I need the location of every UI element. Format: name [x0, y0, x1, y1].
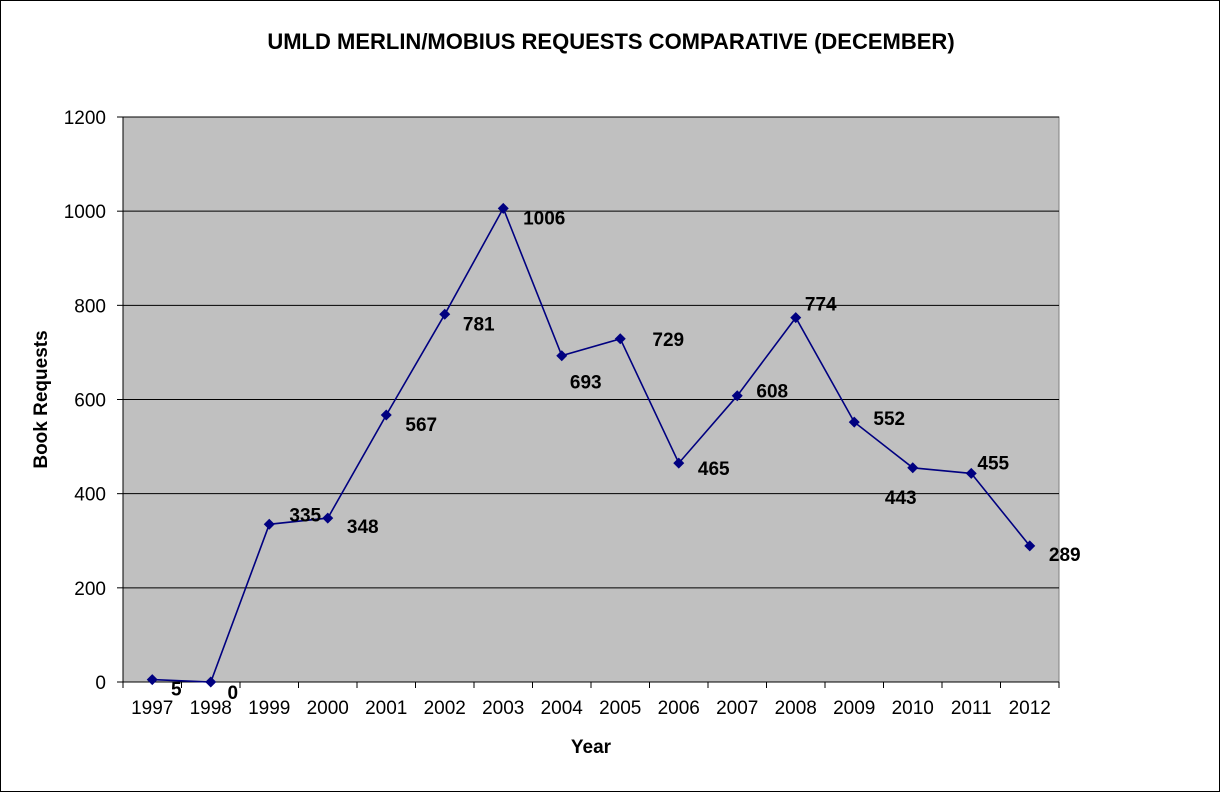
x-tick-label: 2010: [892, 698, 934, 719]
x-tick-label: 2007: [716, 698, 758, 719]
x-tick-labels: 1997 1998 1999 2000 2001 2002 2003 2004 2005 2006…: [131, 698, 1051, 719]
data-label: 608: [756, 382, 788, 403]
data-point: [731, 390, 743, 402]
x-tick-label: 2008: [775, 698, 817, 719]
data-label: 443: [885, 488, 917, 509]
data-point: [790, 312, 802, 324]
data-point: [322, 512, 334, 524]
data-label: 1006: [523, 208, 565, 229]
data-label: 693: [570, 373, 602, 394]
data-point: [497, 202, 509, 214]
data-label: 455: [977, 453, 1009, 474]
data-label: 335: [289, 505, 321, 526]
x-tick-label: 2012: [1009, 698, 1051, 719]
data-label: 289: [1049, 545, 1081, 566]
x-tick-label: 2011: [951, 698, 992, 719]
x-tick-label: 2004: [541, 698, 584, 719]
data-point: [848, 416, 860, 428]
x-tick-label: 2005: [599, 698, 641, 719]
data-label: 567: [405, 415, 437, 436]
data-point: [965, 467, 977, 479]
series-requests: [146, 202, 1036, 688]
data-point: [380, 409, 392, 421]
x-tick-label: 2001: [365, 698, 407, 719]
x-tick-label: 2000: [307, 698, 349, 719]
data-label: 552: [873, 409, 905, 430]
data-point: [614, 333, 626, 345]
data-label: 0: [227, 683, 238, 704]
data-point: [439, 308, 451, 320]
y-tick-label: 400: [74, 485, 106, 506]
data-point: [205, 676, 217, 688]
data-point: [1024, 540, 1036, 552]
x-tick-label: 2006: [658, 698, 700, 719]
data-point: [556, 350, 568, 362]
y-tick-label: 1000: [64, 202, 106, 223]
x-axis-title: Year: [571, 737, 612, 758]
chart-title: UMLD MERLIN/MOBIUS REQUESTS COMPARATIVE …: [267, 29, 955, 54]
data-label: 348: [347, 517, 379, 538]
x-tick-label: 2002: [424, 698, 466, 719]
data-labels: 5 0 335 348 567 781 1006 693 729 465 608 774 552 443 4…: [171, 208, 1081, 704]
x-tick-label: 1997: [131, 698, 173, 719]
series-line: [152, 206, 1031, 683]
data-point: [146, 674, 158, 686]
data-label: 774: [805, 295, 837, 316]
y-tick-labels: 0 200 400 600 800 1000 1200: [64, 108, 106, 694]
gridlines: [123, 116, 1059, 589]
data-label: 465: [698, 459, 730, 480]
x-tick-label: 2009: [833, 698, 875, 719]
data-point: [263, 518, 275, 530]
y-tick-label: 200: [74, 579, 106, 600]
y-tick-label: 1200: [64, 108, 106, 129]
y-tick-label: 800: [74, 296, 106, 317]
y-axis-title: Book Requests: [31, 330, 52, 468]
x-tick-label: 1998: [190, 698, 232, 719]
axes: [117, 116, 1060, 688]
data-label: 781: [463, 314, 495, 335]
y-tick-label: 0: [95, 673, 106, 694]
data-label: 729: [652, 330, 684, 351]
data-point: [673, 457, 685, 469]
y-tick-label: 600: [74, 391, 106, 412]
data-label: 5: [171, 680, 182, 701]
x-tick-label: 1999: [248, 698, 290, 719]
x-tick-label: 2003: [482, 698, 524, 719]
data-point: [907, 462, 919, 474]
